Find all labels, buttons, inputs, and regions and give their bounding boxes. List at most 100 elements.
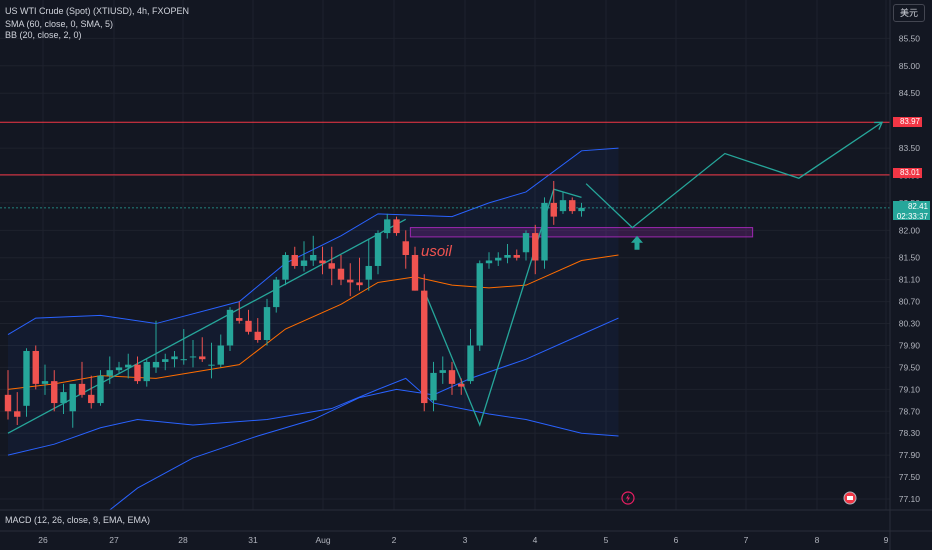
candle-body	[41, 381, 49, 384]
candle-body	[569, 200, 576, 212]
supply-zone-box	[409, 227, 754, 238]
macd-legend[interactable]: MACD (12, 26, close, 9, EMA, EMA)	[5, 515, 151, 525]
candle-body	[236, 318, 243, 321]
sma-line	[109, 317, 619, 511]
candle-body	[152, 361, 160, 368]
bb-lower-line	[7, 377, 619, 456]
y-tick-label: 78.30	[899, 428, 921, 438]
candle-body	[384, 219, 391, 234]
current-price-value: 82.41	[907, 202, 928, 211]
x-tick-label: 5	[604, 535, 609, 545]
candle-body	[97, 375, 104, 404]
candle-body	[282, 255, 289, 280]
bb-band-fill	[8, 148, 619, 456]
currency-button[interactable]: 美元	[893, 4, 925, 22]
countdown-value: 02:33:37	[896, 212, 928, 221]
x-tick-label: 26	[38, 535, 48, 545]
y-tick-label: 80.70	[899, 297, 921, 307]
candle-body	[226, 309, 234, 346]
candle-body	[69, 383, 76, 412]
symbol-legend[interactable]: US WTI Crude (Spot) (XTIUSD), 4h, FXOPEN	[5, 6, 190, 16]
y-tick-label: 79.50	[899, 362, 921, 372]
lower-line-price-tag: 83.01	[893, 168, 922, 178]
event-flag-icon[interactable]	[843, 491, 857, 505]
y-tick-label: 84.50	[899, 88, 921, 98]
candle-body	[559, 200, 567, 212]
candle-body	[467, 345, 474, 382]
y-tick-label: 78.70	[899, 406, 921, 416]
candle-body	[448, 370, 456, 384]
candle-body	[356, 282, 363, 286]
drawings-layer[interactable]	[0, 121, 890, 434]
sma-legend[interactable]: SMA (60, close, 0, SMA, 5)	[5, 19, 114, 29]
x-tick-label: 28	[178, 535, 188, 545]
bb-upper-line	[7, 147, 619, 335]
bb-legend[interactable]: BB (20, close, 2, 0)	[5, 30, 82, 40]
candle-body	[162, 359, 169, 362]
candle-body	[88, 394, 95, 404]
candle-body	[430, 372, 437, 401]
candle-body	[51, 381, 58, 404]
candle-body	[254, 331, 261, 340]
y-tick-label: 81.50	[899, 253, 921, 263]
x-tick-label: 9	[884, 535, 889, 545]
x-tick-label: 8	[815, 535, 820, 545]
candle-body	[143, 361, 150, 382]
x-tick-label: Aug	[315, 535, 330, 545]
y-tick-label: 80.30	[899, 319, 921, 329]
candle-body	[23, 350, 30, 406]
lightning-icon[interactable]	[621, 491, 635, 505]
up-arrow-icon	[631, 235, 643, 250]
candle-body	[106, 370, 113, 376]
candle-body	[245, 320, 252, 332]
candle-body	[458, 383, 465, 387]
time-axis[interactable]: 26 27 28 31 Aug 2 3 4 5 6 7 8 9	[38, 535, 888, 545]
candle-body	[4, 394, 12, 412]
candle-body	[337, 268, 345, 280]
candle-body	[439, 370, 446, 373]
forecast-path	[585, 121, 883, 229]
x-tick-label: 27	[109, 535, 119, 545]
candle-body	[393, 219, 400, 234]
bb-fill	[8, 148, 619, 456]
candle-body	[189, 356, 197, 358]
candle-body	[199, 356, 206, 360]
candle-body	[217, 345, 224, 365]
candle-body	[263, 307, 271, 340]
x-tick-label: 4	[533, 535, 538, 545]
y-tick-label: 81.10	[899, 275, 921, 285]
forecast-arrowhead	[874, 121, 884, 130]
x-tick-label: 6	[674, 535, 679, 545]
candle-body	[532, 233, 539, 261]
candle-body	[328, 263, 335, 269]
candle-body	[522, 233, 530, 253]
y-tick-label: 77.50	[899, 472, 921, 482]
candle-body	[421, 290, 428, 404]
y-tick-label: 79.10	[899, 384, 921, 394]
pattern-line	[423, 188, 582, 427]
candle-body	[485, 260, 493, 264]
candle-body	[14, 411, 21, 417]
y-tick-label: 77.10	[899, 494, 921, 504]
y-tick-label: 79.90	[899, 340, 921, 350]
candle-body	[180, 359, 187, 361]
y-tick-label: 83.50	[899, 143, 921, 153]
candle-body	[78, 383, 86, 395]
candle-body	[125, 364, 132, 368]
candle-body	[411, 255, 419, 291]
candle-body	[347, 279, 354, 283]
candle-body	[504, 255, 511, 258]
candle-body	[319, 260, 326, 264]
candle-body	[476, 263, 483, 346]
upper-line-price-tag: 83.97	[893, 117, 922, 127]
y-tick-label: 85.00	[899, 61, 921, 71]
candle-body	[208, 364, 215, 366]
candle-body	[115, 367, 123, 371]
usoil-annotation[interactable]: usoil	[421, 243, 452, 260]
candle-body	[374, 233, 382, 266]
candle-body	[32, 350, 39, 384]
candle-body	[495, 257, 502, 261]
candle-body	[134, 364, 141, 382]
candle-body	[300, 260, 308, 266]
